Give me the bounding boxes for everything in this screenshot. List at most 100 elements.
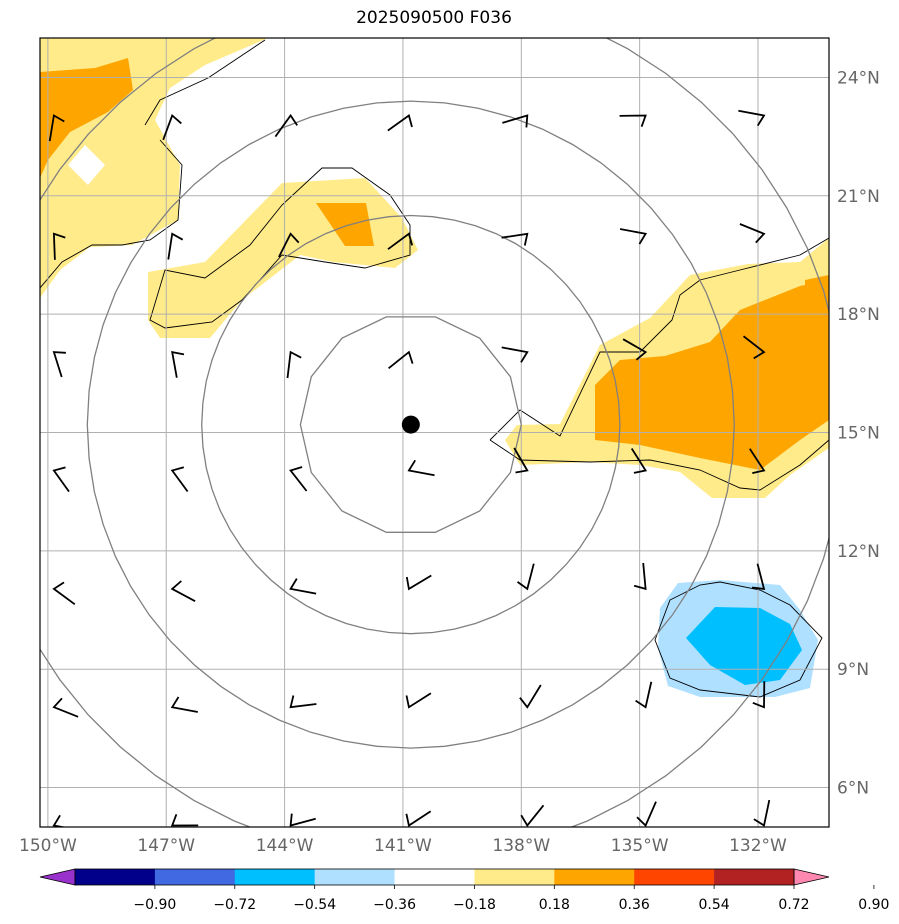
wind-barb-5 [502, 114, 529, 128]
colorbar-segment-9 [714, 869, 795, 885]
wind-barb-24 [289, 466, 308, 492]
wind-barb-28 [749, 448, 766, 474]
wind-barb-46 [405, 810, 432, 827]
lon-label-132: 132°W [729, 836, 787, 856]
wind-barb-31 [289, 578, 317, 595]
colorbar-tick-label-0: −0.90 [133, 897, 176, 913]
wind-barb-36 [52, 697, 79, 718]
wind-barb-48 [636, 801, 657, 827]
wind-barb-29 [52, 581, 76, 606]
contour-lines [40, 39, 829, 698]
wind-barb-39 [405, 692, 432, 709]
colorbar-tick-label-6: 0.36 [619, 897, 650, 913]
colorbar-segment-3 [234, 869, 316, 885]
wind-barb-33 [516, 563, 535, 591]
wind-barb-22 [52, 466, 70, 493]
lat-label-6: 6°N [837, 779, 869, 799]
wind-barb-34 [633, 562, 647, 591]
lat-label-24: 24°N [837, 68, 880, 88]
colorbar-tick-label-3: −0.36 [373, 897, 416, 913]
lat-label-21: 21°N [837, 187, 880, 207]
wind-barb-35 [751, 563, 766, 590]
lat-lon-grid [40, 38, 829, 827]
map-plot-area [40, 38, 829, 827]
wind-barb-23 [170, 466, 189, 493]
wind-barb-45 [289, 813, 316, 827]
wind-barb-15 [52, 351, 66, 378]
range-ring-1 [299, 316, 522, 533]
wind-barb-9 [167, 232, 184, 260]
colorbar-segment-7 [554, 869, 635, 885]
shade-region-band-core [316, 203, 374, 246]
colorbar-tick-label-8: 0.72 [778, 897, 809, 913]
colorbar-segment-5 [394, 869, 475, 885]
range-ring-4 [40, 38, 829, 827]
lon-label-141: 141°W [374, 836, 432, 856]
wind-barb-42 [752, 681, 766, 709]
colorbar-tick-label-5: 0.18 [539, 897, 570, 913]
colorbar: −0.90 −0.72 −0.54 −0.36 −0.18 0.18 0.36 0.54 0.7… [39, 868, 889, 913]
colorbar-tick-label-7: 0.54 [699, 897, 730, 913]
longitude-tick-labels: 150°W 147°W 144°W 141°W 138°W 135°W 132°W [19, 836, 787, 856]
lat-label-18: 18°N [837, 305, 880, 325]
wind-barb-2 [162, 113, 182, 141]
wind-barb-12 [501, 232, 529, 246]
range-ring-2 [201, 214, 621, 635]
lat-label-9: 9°N [837, 660, 869, 680]
wind-barbs [48, 109, 771, 827]
wind-barb-13 [619, 228, 648, 245]
wind-barb-19 [501, 346, 529, 363]
colorbar-extend-high [793, 868, 830, 886]
shade-region-east-tip [805, 275, 829, 288]
range-ring-3 [86, 100, 735, 749]
wind-barb-27 [630, 448, 648, 474]
wind-barb-1 [48, 114, 65, 142]
wind-barb-20 [622, 338, 648, 361]
wind-barb-49 [753, 799, 771, 827]
wind-barb-30 [170, 580, 196, 602]
wind-barb-8 [52, 232, 66, 260]
colorbar-segment-2 [154, 869, 236, 885]
wind-barb-14 [739, 223, 766, 244]
wind-barb-43 [52, 814, 67, 827]
colorbar-extend-low [39, 868, 76, 886]
lon-label-138: 138°W [492, 836, 550, 856]
colorbar-segment-4 [314, 869, 396, 885]
storm-center-marker [401, 415, 420, 434]
wind-barb-40 [519, 684, 542, 709]
lon-label-144: 144°W [256, 836, 314, 856]
shade-region-northwest-core [40, 58, 133, 178]
colorbar-segment-8 [634, 869, 715, 885]
wind-barb-7 [738, 109, 766, 127]
wind-barb-47 [520, 804, 545, 827]
colorbar-outline [74, 868, 795, 886]
wind-barb-6 [619, 114, 647, 128]
wind-barb-41 [635, 681, 653, 709]
wind-barb-16 [171, 350, 185, 378]
wind-barb-11 [387, 232, 414, 250]
wind-barb-3 [274, 113, 298, 138]
wind-barb-38 [289, 695, 317, 709]
colorbar-tick-label-9: 0.90 [858, 897, 889, 913]
colorbar-tick-label-1: −0.72 [213, 897, 256, 913]
wind-barb-25 [407, 459, 435, 477]
shade-region-northwest-gap [68, 145, 105, 185]
wind-barb-44 [170, 813, 199, 827]
colorbar-tick-label-2: −0.54 [293, 897, 336, 913]
colorbar-segment-6 [474, 869, 555, 885]
lon-label-150: 150°W [19, 836, 77, 856]
map-frame [39, 37, 830, 828]
shade-region-east-core [595, 280, 829, 470]
colorbar-segment-1 [75, 869, 156, 885]
shaded-fields [40, 38, 829, 697]
lon-label-135: 135°W [611, 836, 669, 856]
wind-barb-32 [405, 574, 432, 591]
lat-label-15: 15°N [837, 424, 880, 444]
lon-label-147: 147°W [137, 836, 195, 856]
wind-barb-21 [742, 335, 766, 360]
lat-label-12: 12°N [837, 542, 880, 562]
wind-barb-37 [170, 696, 198, 713]
map-title: 2025090500 F036 [356, 8, 512, 28]
colorbar-tick-label-4: −0.18 [453, 897, 496, 913]
